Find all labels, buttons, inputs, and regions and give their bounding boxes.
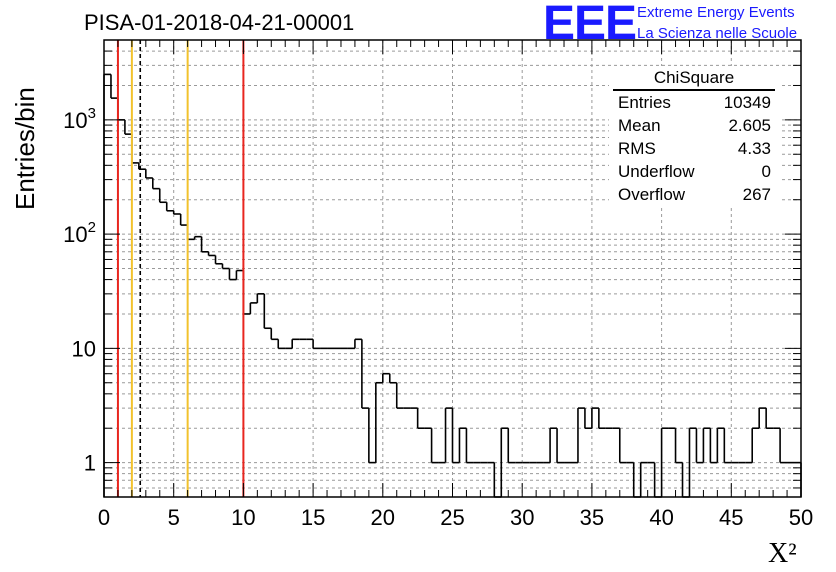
- chart-title: PISA-01-2018-04-21-00001: [84, 10, 355, 35]
- x-tick-label: 0: [98, 505, 110, 530]
- stats-row: Underflow 0: [609, 160, 779, 183]
- x-tick-label: 10: [231, 505, 255, 530]
- y-tick-label: 10: [72, 336, 96, 361]
- y-tick-labels: 1 10 102 103: [63, 105, 96, 476]
- eee-logo: EEE: [543, 0, 637, 50]
- stats-value: 4.33: [737, 139, 771, 158]
- stats-label: Overflow: [618, 185, 686, 204]
- stats-row: Mean 2.605: [609, 114, 779, 137]
- stats-label: RMS: [618, 139, 656, 158]
- x-tick-label: 20: [371, 505, 395, 530]
- x-tick-label: 5: [168, 505, 180, 530]
- reference-lines: [116, 40, 245, 497]
- x-tick-label: 45: [719, 505, 743, 530]
- x-tick-label: 40: [649, 505, 673, 530]
- stats-row: RMS 4.33: [609, 137, 779, 160]
- x-tick-label: 25: [440, 505, 464, 530]
- stats-value: 0: [761, 162, 771, 181]
- stats-box: ChiSquare Entries 10349 Mean 2.605 RMS 4.33…: [609, 66, 779, 208]
- stats-value: 2.605: [728, 116, 771, 135]
- stats-label: Entries: [618, 93, 671, 112]
- y-tick-label: 102: [63, 219, 96, 247]
- y-axis-label: Entries/bin: [10, 87, 40, 210]
- x-tick-labels: 0 5 10 15 20 25 30 35 40 45 50: [98, 505, 813, 530]
- stats-row: Entries 10349: [609, 91, 779, 114]
- y-tick-label: 103: [63, 105, 96, 133]
- stats-value: 10349: [723, 93, 771, 112]
- stats-label: Mean: [618, 116, 661, 135]
- stats-title: ChiSquare: [613, 66, 775, 91]
- stats-row: Overflow 267: [609, 183, 779, 206]
- logo-line-1: Extreme Energy Events: [637, 4, 795, 21]
- grid-lines: [104, 40, 801, 497]
- x-tick-label: 30: [510, 505, 534, 530]
- y-tick-label: 1: [84, 451, 96, 476]
- x-tick-label: 35: [580, 505, 604, 530]
- axis-ticks: [103, 39, 802, 498]
- stats-label: Underflow: [618, 162, 695, 181]
- stats-value: 267: [742, 185, 771, 204]
- x-axis-label: X²: [768, 538, 797, 569]
- x-tick-label: 50: [789, 505, 813, 530]
- x-tick-label: 15: [301, 505, 325, 530]
- logo-line-2: La Scienza nelle Scuole: [637, 25, 798, 42]
